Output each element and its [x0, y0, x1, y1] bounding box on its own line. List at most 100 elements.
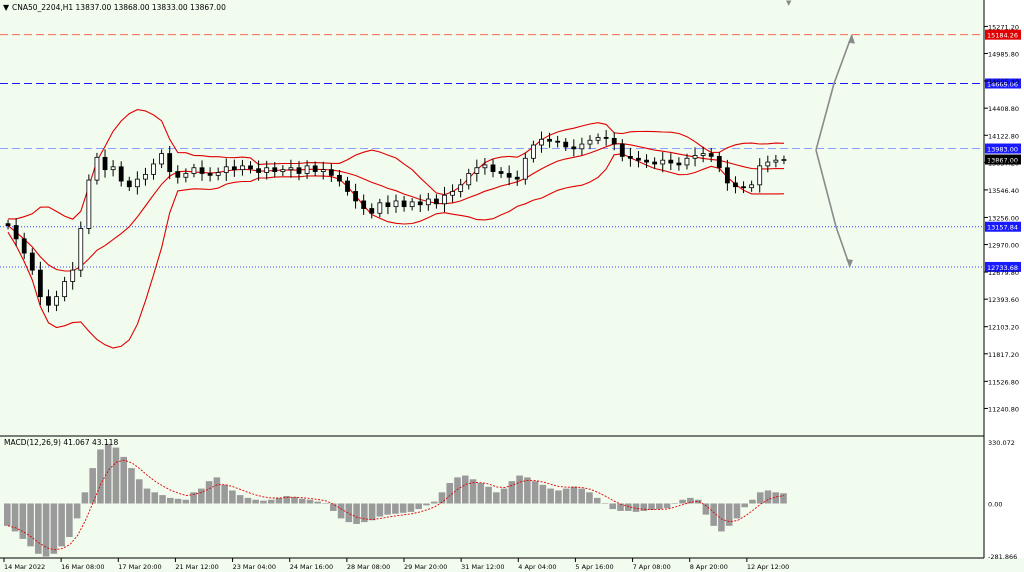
price-tick-label: 11240.80 — [988, 405, 1019, 413]
candle-body — [385, 202, 391, 208]
candle-body — [458, 184, 464, 192]
macd-histogram-bar — [570, 486, 578, 504]
candle-body — [37, 269, 43, 298]
candle-body — [490, 164, 496, 172]
macd-histogram-bar — [298, 498, 306, 504]
time-tick-label: 12 Apr 12:00 — [747, 563, 789, 571]
price-tick-label: 13256.00 — [988, 214, 1019, 222]
candle-body — [264, 167, 270, 173]
price-level-label: 14669.06 — [987, 80, 1018, 88]
candle-body — [191, 167, 197, 174]
price-tick-label: 15271.20 — [988, 23, 1019, 31]
candle-body — [724, 167, 730, 184]
candle-body — [547, 138, 552, 142]
macd-histogram-bar — [656, 503, 663, 510]
time-tick-label: 23 Mar 04:00 — [233, 563, 276, 571]
macd-histogram-bar — [469, 479, 477, 504]
macd-histogram-bar — [252, 499, 259, 504]
macd-histogram-bar — [345, 503, 353, 523]
candle-body — [70, 269, 76, 282]
price-tick-label: 14408.80 — [988, 105, 1019, 113]
candle-body — [498, 171, 504, 174]
macd-histogram-bar — [733, 503, 741, 519]
price-level-badge — [985, 261, 1021, 272]
candle-body — [288, 167, 294, 171]
macd-histogram-bar — [337, 503, 345, 519]
price-level-badge — [985, 143, 1021, 154]
dropdown-triangle-icon[interactable]: ▼ — [3, 3, 10, 12]
macd-histogram-bar — [198, 488, 205, 504]
macd-histogram-bar — [221, 484, 228, 504]
candle-body — [514, 176, 520, 180]
candle-body — [345, 180, 350, 192]
price-levels: 15184.26 14669.06 13983.00 13157.84 12733.68… — [0, 29, 1021, 272]
candle-body — [118, 166, 124, 182]
price-tick-label: 14695.40 — [988, 78, 1019, 86]
candle-body — [54, 296, 59, 306]
candle-body — [353, 191, 358, 202]
macd-histogram-bar — [50, 503, 58, 554]
macd-histogram-bar — [430, 501, 438, 504]
candle-body — [595, 137, 601, 141]
macd-histogram-bar — [104, 443, 112, 504]
candle-body — [256, 168, 261, 173]
time-tick-label: 8 Apr 20:00 — [690, 563, 728, 571]
candle-body — [337, 174, 342, 182]
candle-body — [692, 155, 698, 159]
price-tick-label: 12970.00 — [988, 242, 1019, 250]
macd-histogram-bar — [97, 449, 104, 504]
candle-body — [231, 166, 237, 171]
macd-histogram-bar — [190, 492, 197, 504]
price-axis-ticks: 15271.20 14985.80 14695.40 14408.80 14122.80… — [984, 23, 1019, 413]
time-tick-label: 17 Mar 20:00 — [118, 563, 161, 571]
macd-histogram-bar — [780, 493, 787, 504]
time-tick-label: 14 Mar 2022 — [4, 563, 45, 571]
price-tick-label: 12679.80 — [988, 269, 1019, 277]
macd-histogram-bar — [35, 503, 42, 554]
candle-body — [603, 137, 609, 139]
macd-histogram-bar — [609, 503, 617, 510]
macd-histogram-bar — [275, 497, 283, 504]
price-tick-label: 13546.40 — [988, 187, 1019, 195]
macd-histogram-bar — [640, 503, 648, 511]
candle-body — [199, 167, 205, 174]
macd-histogram-bar — [407, 503, 415, 512]
candle-body — [143, 173, 148, 180]
candle-body — [579, 143, 585, 150]
candle-body — [781, 159, 787, 161]
scroll-marker-icon[interactable]: ▼ — [786, 0, 792, 7]
macd-histogram-bar — [205, 481, 213, 504]
macd-histogram-bar — [135, 479, 143, 504]
candle-body — [134, 178, 140, 188]
macd-histogram-bar — [725, 503, 733, 526]
candle-body — [5, 223, 11, 226]
candle-body — [94, 156, 100, 181]
candle-body — [126, 180, 132, 188]
candle-body — [328, 169, 334, 176]
macd-histogram-bar — [601, 503, 609, 504]
candle-body — [151, 163, 156, 175]
forecast-arrows — [815, 34, 855, 268]
macd-histogram-bar — [485, 486, 492, 504]
time-tick-label: 29 Mar 20:00 — [404, 563, 447, 571]
macd-histogram-bar — [283, 496, 291, 504]
macd-histogram-bar — [539, 484, 547, 504]
candle-body — [482, 164, 488, 169]
macd-histogram-bar — [376, 503, 384, 517]
candle-body — [434, 198, 439, 205]
candle-body — [627, 155, 633, 159]
macd-histogram-bar — [593, 497, 601, 504]
macd-histogram-bar — [617, 503, 624, 511]
candle-body — [749, 184, 755, 189]
macd-histogram-bar — [508, 481, 516, 504]
time-tick-label: 31 Mar 12:00 — [461, 563, 504, 571]
macd-histogram-bar — [710, 503, 717, 526]
candle-body — [167, 153, 173, 172]
price-candles — [5, 130, 787, 313]
macd-histogram-bar — [741, 503, 748, 508]
candle-body — [409, 201, 415, 208]
macd-histogram-bar — [159, 495, 166, 504]
candle-body — [652, 161, 658, 165]
price-level-label: 12733.68 — [987, 264, 1018, 272]
macd-histogram-bar — [330, 503, 337, 511]
